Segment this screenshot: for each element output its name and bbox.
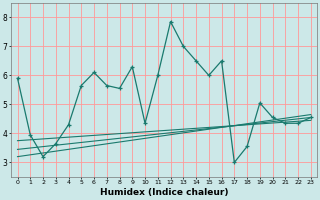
X-axis label: Humidex (Indice chaleur): Humidex (Indice chaleur) [100, 188, 228, 197]
